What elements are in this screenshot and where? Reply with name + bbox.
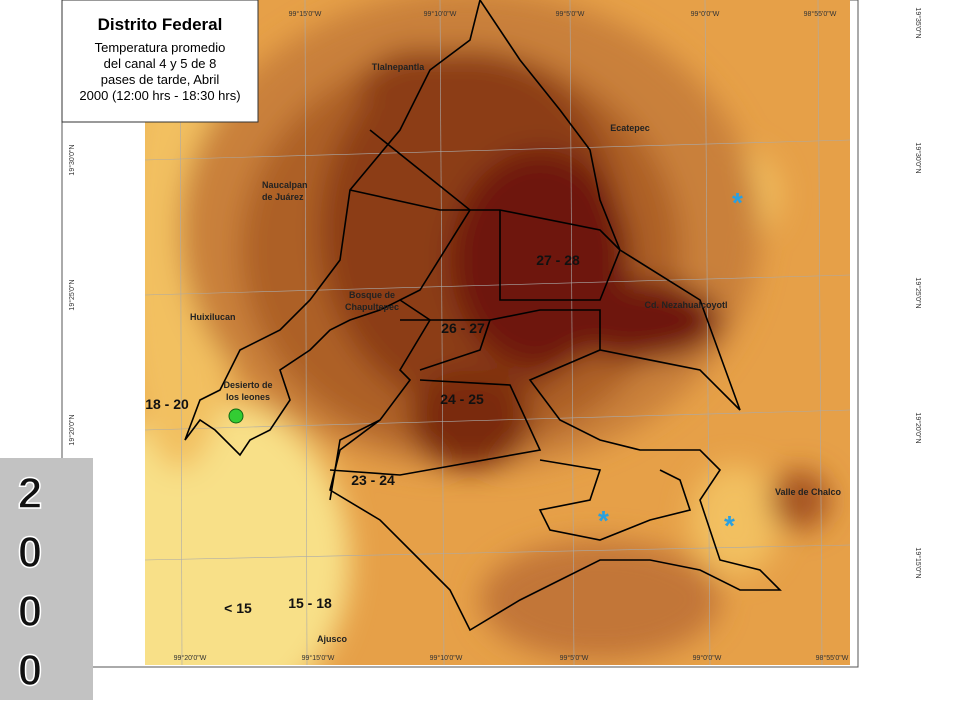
title-line: del canal 4 y 5 de 8: [104, 56, 217, 71]
coord-label: 19°20'0"N: [914, 412, 922, 443]
boundaries: [184, 0, 782, 632]
marker-point: [228, 408, 244, 424]
year-digit: 0: [18, 646, 42, 695]
range-label: 18 - 20: [145, 396, 189, 412]
year-digits: 2000: [17, 468, 43, 696]
coord-label: 19°35'0"N: [914, 7, 922, 38]
coord-label: 19°30'0"N: [68, 144, 76, 175]
range-label: 15 - 18: [288, 595, 332, 611]
place-label: Cd. Nezahualcoyotl: [644, 300, 727, 310]
place-label: de Juárez: [262, 192, 304, 202]
place-label: los leones: [226, 392, 270, 402]
place-label: Ajusco: [317, 634, 348, 644]
place-label: Bosque de: [349, 290, 395, 300]
year-panel: [0, 458, 93, 700]
coord-label: 99°15'0"W: [289, 10, 322, 18]
range-label: < 15: [224, 600, 252, 616]
markers: * * *: [598, 187, 743, 541]
title-line: Temperatura promedio: [95, 40, 226, 55]
coord-label: 98°55'0"W: [816, 654, 849, 662]
coord-label: 19°30'0"N: [914, 142, 922, 173]
coord-label: 99°20'0"W: [174, 654, 207, 662]
coord-label: 99°15'0"W: [302, 654, 335, 662]
range-label: 26 - 27: [441, 320, 485, 336]
coord-label: 99°10'0"W: [430, 654, 463, 662]
coord-label: 99°5'0"W: [560, 654, 589, 662]
range-label: 23 - 24: [351, 472, 395, 488]
place-label: Naucalpan: [262, 180, 308, 190]
title-line: 2000 (12:00 hrs - 18:30 hrs): [79, 88, 240, 103]
range-label: 27 - 28: [536, 252, 580, 268]
svg-text:*: *: [724, 510, 735, 541]
year-digit: 0: [18, 528, 42, 577]
title-line: pases de tarde, Abril: [101, 72, 220, 87]
labels: Tlalnepantla Ecatepec Naucalpan de Juárez Bo…: [68, 7, 922, 662]
place-label: Desierto de: [223, 380, 272, 390]
place-label: Valle de Chalco: [775, 487, 842, 497]
map-title: Distrito Federal: [98, 15, 223, 34]
coord-label: 19°15'0"N: [914, 547, 922, 578]
place-label: Huixilucan: [190, 312, 236, 322]
coord-label: 99°10'0"W: [424, 10, 457, 18]
svg-text:*: *: [732, 187, 743, 218]
svg-text:*: *: [598, 505, 609, 536]
coord-label: 19°20'0"N: [68, 414, 76, 445]
coord-label: 99°0'0"W: [693, 654, 722, 662]
coord-label: 98°55'0"W: [804, 10, 837, 18]
year-digit: 2: [18, 469, 42, 518]
coord-label: 99°5'0"W: [556, 10, 585, 18]
coord-label: 99°0'0"W: [691, 10, 720, 18]
range-label: 24 - 25: [440, 391, 484, 407]
place-label: Chapultepec: [345, 302, 399, 312]
temperature-field: [145, 0, 850, 665]
place-label: Ecatepec: [610, 123, 650, 133]
place-label: Tlalnepantla: [372, 62, 426, 72]
coord-label: 19°25'0"N: [68, 279, 76, 310]
year-digit: 0: [18, 587, 42, 636]
coord-label: 19°25'0"N: [914, 277, 922, 308]
title-box: [61, 0, 259, 123]
